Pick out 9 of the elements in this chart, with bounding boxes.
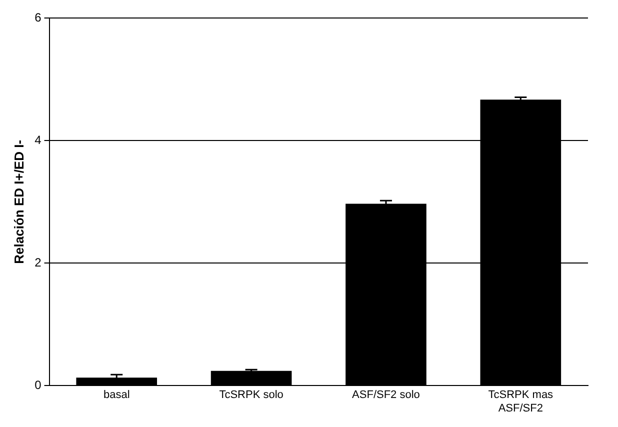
x-tick-label: TcSRPK solo (219, 389, 284, 402)
y-tick-label: 6 (34, 10, 42, 25)
x-tick-label: TcSRPK mas ASF/SF2 (488, 389, 554, 414)
y-tick-label: 4 (34, 132, 42, 147)
y-axis-title: Relación ED I+/ED I- (11, 140, 26, 264)
x-tick-label: basal (103, 389, 130, 402)
y-tick-label: 0 (34, 378, 42, 392)
x-tick-label: ASF/SF2 solo (352, 389, 420, 402)
y-tick-label: 2 (34, 255, 42, 270)
